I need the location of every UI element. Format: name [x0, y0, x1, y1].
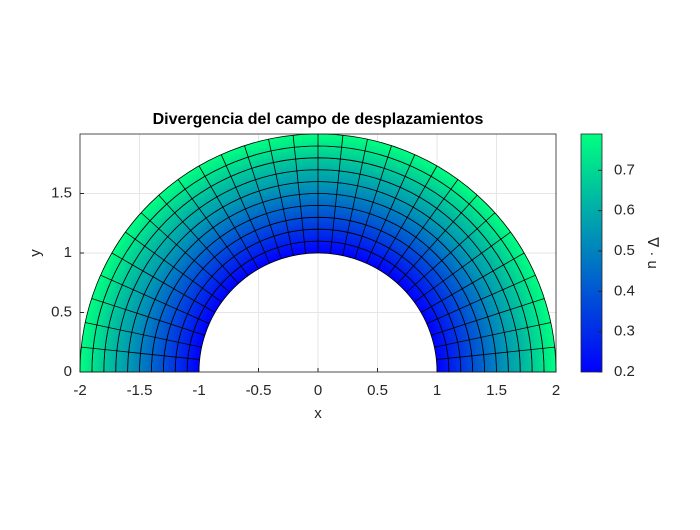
- mesh-spoke: [436, 346, 555, 360]
- chart-title: Divergencia del campo de desplazamientos: [153, 111, 484, 128]
- x-tick-label: 1: [433, 382, 441, 399]
- y-tick-label: 0: [64, 363, 72, 380]
- x-axis-label: x: [314, 405, 322, 422]
- x-tick-label: 0: [314, 382, 322, 399]
- mesh-spoke: [377, 165, 438, 270]
- colorbar-tick-label: 0.7: [614, 161, 635, 178]
- mesh-spoke: [100, 274, 210, 324]
- mesh-spoke: [292, 135, 306, 254]
- x-tick-label: 0.5: [367, 382, 388, 399]
- mesh-spoke: [125, 231, 222, 303]
- y-axis-label: y: [27, 249, 44, 257]
- x-tick-label: -2: [73, 382, 86, 399]
- mesh-spoke: [244, 145, 282, 259]
- mesh-spoke: [366, 154, 416, 264]
- mesh-spoke: [220, 154, 270, 264]
- colorbar-tick-label: 0.5: [614, 242, 635, 259]
- mesh-spoke: [81, 346, 200, 360]
- mesh-spoke: [268, 139, 294, 256]
- mesh-spoke: [158, 194, 239, 284]
- colorbar-tick-label: 0.6: [614, 202, 635, 219]
- axes-box: [79, 133, 557, 373]
- mesh-spoke: [426, 274, 536, 324]
- colorbar-label: ∇ · u: [644, 236, 661, 269]
- y-tick-label: 0.5: [51, 303, 72, 320]
- colorbar-tick-label: 0.4: [614, 282, 635, 299]
- mesh-spoke: [387, 179, 459, 276]
- mesh-spoke: [177, 179, 249, 276]
- mesh-spoke: [406, 212, 496, 293]
- colorbar-tick-label: 0.2: [614, 363, 635, 380]
- mesh-spoke: [434, 322, 551, 348]
- mesh-spoke: [420, 252, 525, 313]
- mesh-spoke: [198, 165, 259, 270]
- colorbar-tick-label: 0.3: [614, 323, 635, 340]
- mesh-spoke: [342, 139, 368, 256]
- x-tick-label: -0.5: [246, 382, 272, 399]
- mesh-spoke: [397, 194, 478, 284]
- x-tick-label: -1: [192, 382, 205, 399]
- x-tick-label: 2: [552, 382, 560, 399]
- x-tick-label: -1.5: [127, 382, 153, 399]
- mesh-spoke: [91, 298, 205, 336]
- mesh-spoke: [140, 212, 230, 293]
- y-tick-label: 1.5: [51, 184, 72, 201]
- mesh-spoke: [85, 322, 202, 348]
- colorbar: [580, 133, 603, 373]
- mesh-spoke: [431, 298, 545, 336]
- x-tick-label: 1.5: [486, 382, 507, 399]
- mesh-spoke: [354, 145, 392, 259]
- mesh-spoke: [330, 135, 344, 254]
- mesh-spoke: [414, 231, 511, 303]
- mesh-spoke: [111, 252, 216, 313]
- y-tick-label: 1: [64, 244, 72, 261]
